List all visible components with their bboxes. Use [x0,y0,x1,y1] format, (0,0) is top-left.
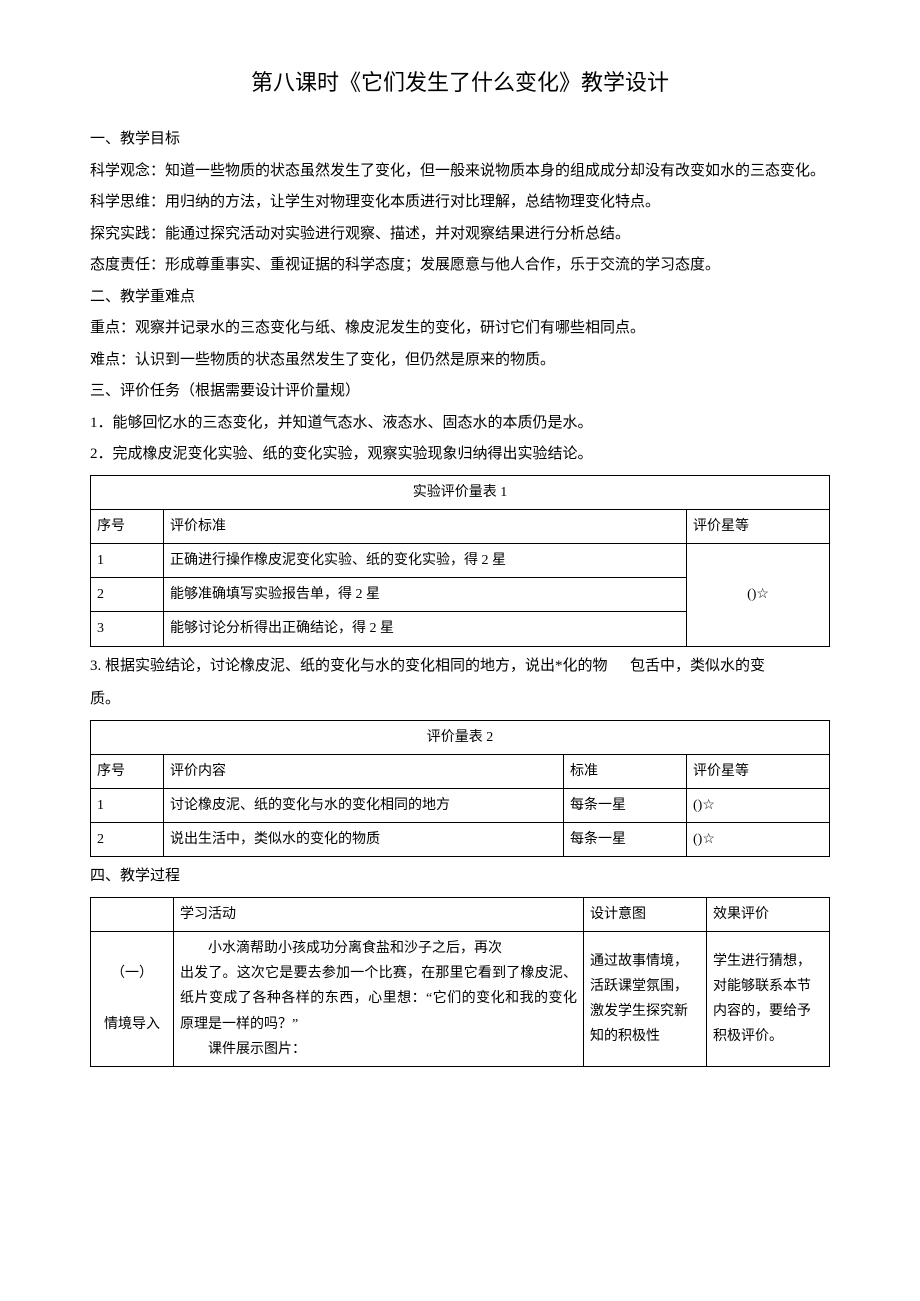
table1-title: 实验评价量表 1 [91,475,830,509]
table1-stars: ()☆ [687,544,830,647]
section-3-p2: 2．完成橡皮泥变化实验、纸的变化实验，观察实验现象归纳得出实验结论。 [90,439,830,471]
section-2-heading: 二、教学重难点 [90,282,830,314]
section-1-heading: 一、教学目标 [90,124,830,156]
table2-header-star: 评价星等 [687,754,830,788]
proc-header-intent: 设计意图 [584,897,707,931]
between-left: 3. 根据实验结论，讨论橡皮泥、纸的变化与水的变化相同的地方，说出*化的物 [90,651,630,683]
table1-row3-std: 能够讨论分析得出正确结论，得 2 星 [164,612,687,646]
document-title: 第八课时《它们发生了什么变化》教学设计 [90,60,830,106]
between-tail: 质。 [90,684,830,716]
table2-header-seq: 序号 [91,754,164,788]
table1-row2-n: 2 [91,578,164,612]
proc-header-blank [91,897,174,931]
table1-row2-std: 能够准确填写实验报告单，得 2 星 [164,578,687,612]
table2-header-std: 标准 [564,754,687,788]
between-right: 包舌中，类似水的变 [630,651,830,683]
process-table: 学习活动 设计意图 效果评价 （一） 情境导入 小水滴帮助小孩成功分离食盐和沙子… [90,897,830,1067]
evaluation-table-2: 评价量表 2 序号 评价内容 标准 评价星等 1 讨论橡皮泥、纸的变化与水的变化… [90,720,830,858]
between-tables-text: 3. 根据实验结论，讨论橡皮泥、纸的变化与水的变化相同的地方，说出*化的物 包舌… [90,651,830,683]
table2-row2-n: 2 [91,823,164,857]
table1-header-std: 评价标准 [164,509,687,543]
section-2-p2: 难点：认识到一些物质的状态虽然发生了变化，但仍然是原来的物质。 [90,345,830,377]
table1-row1-n: 1 [91,544,164,578]
section-1-p1: 科学观念：知道一些物质的状态虽然发生了变化，但一般来说物质本身的组成成分却没有改… [90,156,830,188]
section-1-p3: 探究实践：能通过探究活动对实验进行观察、描述，并对观察结果进行分析总结。 [90,219,830,251]
proc-header-eval: 效果评价 [707,897,830,931]
table2-row1-c: 讨论橡皮泥、纸的变化与水的变化相同的地方 [164,789,564,823]
table2-row1-s: 每条一星 [564,789,687,823]
table2-row2-c: 说出生活中，类似水的变化的物质 [164,823,564,857]
proc-activity: 小水滴帮助小孩成功分离食盐和沙子之后，再次 出发了。这次它是要去参加一个比赛，在… [174,932,584,1067]
table2-header-content: 评价内容 [164,754,564,788]
table2-row2-s: 每条一星 [564,823,687,857]
proc-row-label: （一） 情境导入 [91,932,174,1067]
table1-row1-std: 正确进行操作橡皮泥变化实验、纸的变化实验，得 2 星 [164,544,687,578]
table1-row3-n: 3 [91,612,164,646]
section-4-heading: 四、教学过程 [90,861,830,893]
proc-row-label-top: （一） [111,966,153,981]
proc-activity-p1: 小水滴帮助小孩成功分离食盐和沙子之后，再次 [180,936,577,961]
evaluation-table-1: 实验评价量表 1 序号 评价标准 评价星等 1 正确进行操作橡皮泥变化实验、纸的… [90,475,830,647]
proc-intent: 通过故事情境，活跃课堂氛围，激发学生探究新知的积极性 [584,932,707,1067]
section-1-p4: 态度责任：形成尊重事实、重视证据的科学态度；发展愿意与他人合作，乐于交流的学习态… [90,250,830,282]
section-2-p1: 重点：观察并记录水的三态变化与纸、橡皮泥发生的变化，研讨它们有哪些相同点。 [90,313,830,345]
table2-row1-n: 1 [91,789,164,823]
section-1-p2: 科学思维：用归纳的方法，让学生对物理变化本质进行对比理解，总结物理变化特点。 [90,187,830,219]
table1-header-seq: 序号 [91,509,164,543]
proc-eval: 学生进行猜想，对能够联系本节内容的，要给予积极评价。 [707,932,830,1067]
table2-row1-star: ()☆ [687,789,830,823]
proc-activity-p2: 出发了。这次它是要去参加一个比赛，在那里它看到了橡皮泥、纸片变成了各种各样的东西… [180,961,577,1037]
table2-title: 评价量表 2 [91,720,830,754]
section-3-heading: 三、评价任务（根据需要设计评价量规） [90,376,830,408]
section-3-p1: 1．能够回忆水的三态变化，并知道气态水、液态水、固态水的本质仍是水。 [90,408,830,440]
proc-row-label-main: 情境导入 [104,1017,160,1032]
table2-row2-star: ()☆ [687,823,830,857]
proc-activity-p3: 课件展示图片： [180,1037,577,1062]
table1-header-star: 评价星等 [687,509,830,543]
proc-header-activity: 学习活动 [174,897,584,931]
